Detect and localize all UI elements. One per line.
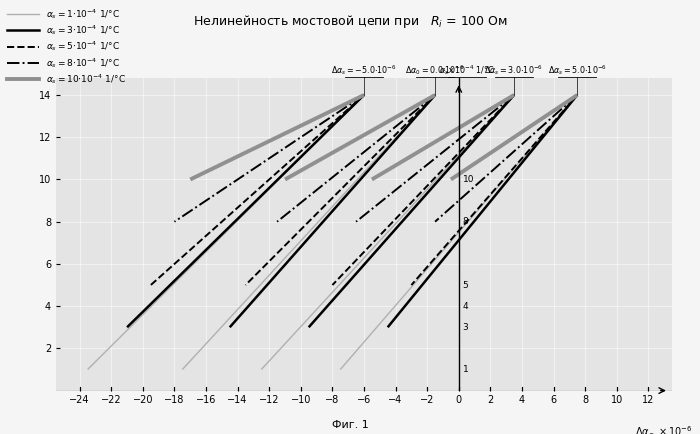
Text: $\Delta\alpha_s{=}5.0{\cdot}10^{-6}$: $\Delta\alpha_s{=}5.0{\cdot}10^{-6}$ [547, 63, 607, 77]
Text: 8: 8 [463, 217, 468, 226]
Text: 4: 4 [463, 302, 468, 311]
Text: 5: 5 [463, 280, 468, 289]
Text: $\Delta\alpha_s{=}3.0{\cdot}10^{-6}$: $\Delta\alpha_s{=}3.0{\cdot}10^{-6}$ [484, 63, 544, 77]
Text: 3: 3 [463, 323, 468, 332]
Text: 1: 1 [463, 365, 468, 374]
Text: 10: 10 [463, 175, 474, 184]
Text: $\Delta\alpha_0{=}0.0{\cdot}10^{-6}$: $\Delta\alpha_0{=}0.0{\cdot}10^{-6}$ [405, 63, 465, 77]
Text: Фиг. 1: Фиг. 1 [332, 420, 368, 430]
Text: $\Delta\alpha_{\alpha_0}\times10^{-6}$
1/°С: $\Delta\alpha_{\alpha_0}\times10^{-6}$ 1… [636, 424, 693, 434]
Text: $\alpha_s{\times}10^{-4}$ 1/°С: $\alpha_s{\times}10^{-4}$ 1/°С [439, 63, 494, 77]
Legend: $\alpha_s = 1{\cdot}10^{-4}$ 1/°С, $\alpha_s = 3{\cdot}10^{-4}$ 1/°С, $\alpha_s : $\alpha_s = 1{\cdot}10^{-4}$ 1/°С, $\alp… [4, 4, 129, 89]
Text: Нелинейность мостовой цепи при   $R_i$ = 100 Ом: Нелинейность мостовой цепи при $R_i$ = 1… [193, 13, 508, 30]
Text: $\Delta\alpha_s{=}{-}5.0{\cdot}10^{-6}$: $\Delta\alpha_s{=}{-}5.0{\cdot}10^{-6}$ [331, 63, 397, 77]
